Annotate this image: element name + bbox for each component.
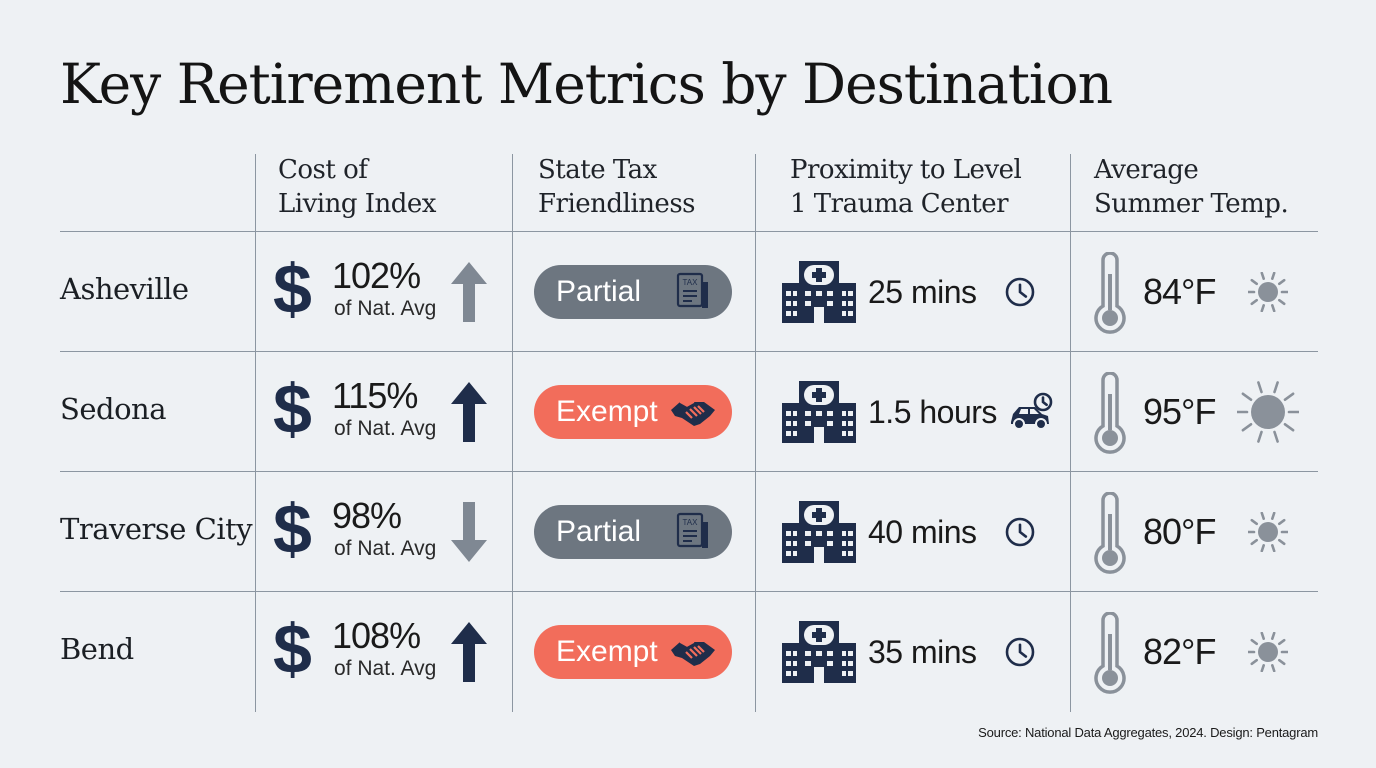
page-title: Key Retirement Metrics by Destination <box>60 52 1113 116</box>
tax-status-badge: Partial TAX <box>534 265 732 319</box>
row-divider <box>60 231 1318 232</box>
sun-icon <box>1248 272 1288 312</box>
thermometer-icon <box>1094 372 1126 454</box>
tax-status-badge: Exempt <box>534 625 732 679</box>
column-divider <box>255 154 256 712</box>
trauma-proximity-value: 25 mins <box>868 274 977 310</box>
column-header-tax: State Tax Friendliness <box>538 153 696 221</box>
column-header-trauma: Proximity to Level 1 Trauma Center <box>790 153 1022 221</box>
summer-temp-value: 84°F <box>1143 271 1216 312</box>
city-name: Traverse City <box>60 512 253 546</box>
tax-status-label: Partial <box>556 515 642 548</box>
cost-index-value: 108% <box>332 615 421 656</box>
thermometer-icon <box>1094 252 1126 334</box>
column-header-line: State Tax <box>538 155 657 185</box>
tax-status-label: Exempt <box>556 395 658 428</box>
row-divider <box>60 591 1318 592</box>
city-name: Bend <box>60 632 134 666</box>
column-divider <box>512 154 513 712</box>
column-header-line: Cost of <box>278 155 368 185</box>
city-name: Asheville <box>60 272 189 306</box>
arrow-down-icon <box>451 502 487 562</box>
dollar-icon: $ <box>273 610 312 688</box>
column-header-line: Proximity to Level <box>790 155 1022 185</box>
cost-index-note: of Nat. Avg <box>334 297 437 320</box>
column-header-cost: Cost of Living Index <box>278 153 436 221</box>
clock-icon <box>1005 277 1035 307</box>
arrow-up-icon <box>451 382 487 442</box>
cost-index-value: 115% <box>332 375 418 416</box>
summer-temp-value: 95°F <box>1143 391 1216 432</box>
handshake-icon <box>671 641 715 666</box>
thermometer-icon <box>1094 612 1126 694</box>
tax-document-icon: TAX <box>676 512 708 548</box>
table-row: Asheville $ 102% of Nat. Avg Partial TAX <box>0 232 1376 352</box>
trauma-proximity-value: 1.5 hours <box>868 394 997 430</box>
hospital-icon <box>782 261 856 323</box>
tax-document-icon: TAX <box>676 272 708 308</box>
cost-index-note: of Nat. Avg <box>334 417 437 440</box>
tax-status-label: Exempt <box>556 635 658 668</box>
source-note: Source: National Data Aggregates, 2024. … <box>978 725 1318 740</box>
clock-icon <box>1005 517 1035 547</box>
tax-status-label: Partial <box>556 275 642 308</box>
arrow-up-icon <box>451 262 487 322</box>
table-row: Bend $ 108% of Nat. Avg Exempt <box>0 592 1376 712</box>
car-clock-icon <box>1011 392 1053 430</box>
cost-index-value: 98% <box>332 495 402 536</box>
column-header-line: Friendliness <box>538 189 696 219</box>
column-header-temp: Average Summer Temp. <box>1094 153 1289 221</box>
dollar-icon: $ <box>273 490 312 568</box>
summer-temp-value: 80°F <box>1143 511 1216 552</box>
hospital-icon <box>782 621 856 683</box>
sun-icon <box>1248 512 1288 552</box>
hospital-icon <box>782 381 856 443</box>
column-header-line: 1 Trauma Center <box>790 189 1009 219</box>
cost-index-note: of Nat. Avg <box>334 537 437 560</box>
arrow-up-icon <box>451 622 487 682</box>
thermometer-icon <box>1094 492 1126 574</box>
cost-index-note: of Nat. Avg <box>334 657 437 680</box>
column-divider <box>755 154 756 712</box>
cost-index-value: 102% <box>332 255 421 296</box>
row-divider <box>60 351 1318 352</box>
city-name: Sedona <box>60 392 167 426</box>
column-header-line: Average <box>1094 155 1199 185</box>
tax-status-badge: Partial TAX <box>534 505 732 559</box>
trauma-proximity-value: 40 mins <box>868 514 977 550</box>
tax-doc-text: TAX <box>683 278 699 287</box>
dollar-icon: $ <box>273 250 312 328</box>
handshake-icon <box>671 401 715 426</box>
clock-icon <box>1005 637 1035 667</box>
column-header-line: Summer Temp. <box>1094 189 1289 219</box>
hospital-icon <box>782 501 856 563</box>
tax-status-badge: Exempt <box>534 385 732 439</box>
column-header-line: Living Index <box>278 189 436 219</box>
summer-temp-value: 82°F <box>1143 631 1216 672</box>
table-row: Sedona $ 115% of Nat. Avg Exempt <box>0 352 1376 472</box>
trauma-proximity-value: 35 mins <box>868 634 977 670</box>
tax-doc-text: TAX <box>683 518 699 527</box>
table-row: Traverse City $ 98% of Nat. Avg Partial … <box>0 472 1376 592</box>
column-divider <box>1070 154 1071 712</box>
sun-icon <box>1248 632 1288 672</box>
row-divider <box>60 471 1318 472</box>
dollar-icon: $ <box>273 370 312 448</box>
sun-icon <box>1237 381 1299 443</box>
